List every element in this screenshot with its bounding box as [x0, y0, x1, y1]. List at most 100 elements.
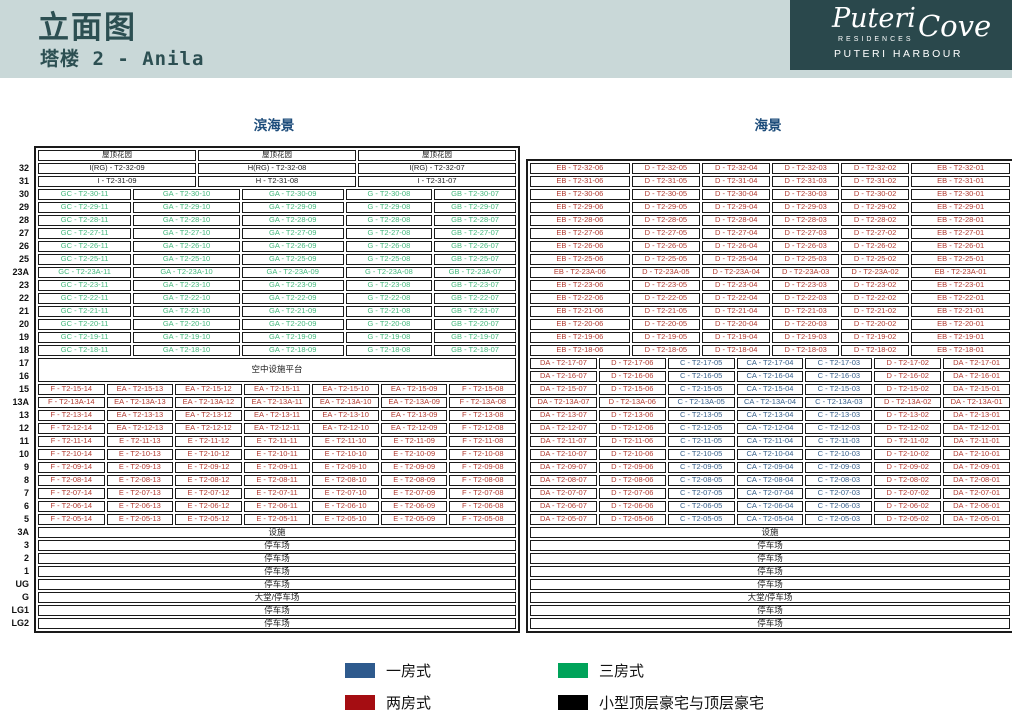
unit-cell: EB - T2-32-01 [911, 163, 1010, 174]
facility-cell: 停车场 [38, 579, 516, 590]
unit-cell: DA - T2-13-07 [530, 410, 597, 421]
unit-cell: EA - T2-13A-10 [312, 397, 379, 408]
unit-cell: D - T2-32-03 [772, 163, 839, 174]
unit-cell: D - T2-19-05 [631, 332, 701, 343]
table-row: 停车场 [38, 540, 516, 551]
unit-cell: F - T2-06-14 [38, 501, 105, 512]
unit-cell: CA - T2-15-04 [736, 384, 804, 395]
unit-cell: H - T2-31-08 [198, 176, 356, 187]
unit-cell: G - T2-21-08 [345, 306, 433, 317]
marina-view-title: 滨海景 [253, 118, 295, 133]
table-row: 停车场 [38, 579, 516, 590]
table-row: GC - T2-28-11 GA - T2-28-10 GA - T2-28-09 G… [38, 215, 516, 226]
table-row: 设施 [38, 527, 516, 538]
table-row: DA - T2-13A-07 D - T2-13A-06 C - T2-13A-05… [530, 397, 1011, 408]
unit-cell: C - T2-10-03 [805, 449, 873, 460]
unit-cell: CA - T2-13A-04 [736, 397, 804, 408]
unit-cell: GB - T2-28-07 [434, 215, 516, 226]
unit-cell: EA - T2-12-09 [380, 423, 448, 434]
unit-cell: D - T2-18-03 [772, 345, 839, 356]
unit-cell: EA - T2-12-13 [106, 423, 174, 434]
unit-cell: EB - T2-26-01 [911, 241, 1010, 252]
table-row: GC - T2-27-11 GA - T2-27-10 GA - T2-27-09 G… [38, 228, 516, 239]
unit-cell: EA - T2-13A-09 [380, 397, 448, 408]
unit-cell: E - T2-10-13 [106, 449, 174, 460]
table-row: GC - T2-22-11 GA - T2-22-10 GA - T2-22-09 G… [38, 293, 516, 304]
unit-cell: GA - T2-26-10 [133, 241, 240, 252]
unit-cell: GA - T2-25-09 [241, 254, 344, 265]
unit-cell: E - T2-10-11 [243, 449, 311, 460]
unit-cell: GC - T2-25-11 [38, 254, 132, 265]
unit-cell: D - T2-29-03 [772, 202, 839, 213]
floor-label-23: 23 [18, 280, 29, 290]
unit-cell: GA - T2-22-10 [133, 293, 240, 304]
unit-cell: EB - T2-23-06 [530, 280, 630, 291]
unit-cell: CA - T2-10-04 [736, 449, 804, 460]
unit-cell: C - T2-17-05 [667, 358, 735, 369]
unit-cell: E - T2-09-12 [175, 462, 242, 473]
table-row: F - T2-09-14 E - T2-09-13 E - T2-09-12 E - … [38, 462, 517, 473]
unit-cell: E - T2-11-09 [380, 436, 448, 447]
table-row: EB - T2-31-06 D - T2-31-05 D - T2-31-04 D -… [530, 176, 1010, 187]
floor-label-27: 27 [18, 228, 29, 238]
unit-cell: G - T2-30-08 [345, 189, 433, 200]
unit-cell: DA - T2-05-01 [943, 514, 1011, 525]
table-row: GC - T2-18-11 GA - T2-18-10 GA - T2-18-09 G… [38, 345, 516, 356]
unit-cell: E - T2-08-09 [380, 475, 448, 486]
marina-view-table: 屋顶花园 屋顶花园 屋顶花园 I(RG) - T2-32-09 H(RG) - T2-3… [34, 146, 520, 633]
unit-cell: EB - T2-22-01 [911, 293, 1010, 304]
unit-cell: D - T2-13A-02 [874, 397, 942, 408]
table-row: DA - T2-12-07 D - T2-12-06 C - T2-12-05 CA … [530, 423, 1011, 434]
table-row: DA - T2-09-07 D - T2-09-06 C - T2-09-05 CA … [530, 462, 1011, 473]
floor-label-13: 13 [18, 410, 29, 420]
unit-cell: E - T2-05-10 [312, 514, 379, 525]
unit-cell: CA - T2-09-04 [736, 462, 804, 473]
unit-cell: GC - T2-20-11 [38, 319, 132, 330]
unit-cell: E - T2-06-13 [106, 501, 174, 512]
table-row: EB - T2-18-06 D - T2-18-05 D - T2-18-04 D -… [530, 345, 1010, 356]
facility-cell: 空中设施平台 [38, 358, 516, 382]
unit-cell: D - T2-13-06 [598, 410, 666, 421]
legend-label: 小型顶层豪宅与顶层豪宅 [599, 696, 765, 712]
floor-label-32: 32 [18, 163, 29, 173]
unit-cell: C - T2-06-03 [805, 501, 873, 512]
facility-cell: 停车场 [530, 566, 1010, 577]
table-row: 大堂/停车场 [38, 592, 516, 603]
unit-cell: D - T2-28-02 [840, 215, 910, 226]
unit-cell: DA - T2-12-01 [943, 423, 1011, 434]
floor-label-11: 11 [19, 436, 29, 446]
unit-cell: GB - T2-18-07 [434, 345, 516, 356]
unit-cell: F - T2-13-14 [38, 410, 105, 421]
unit-cell: GA - T2-30-10 [133, 189, 240, 200]
unit-cell: D - T2-26-02 [840, 241, 910, 252]
unit-cell: F - T2-15-08 [449, 384, 517, 395]
table-row: GC - T2-26-11 GA - T2-26-10 GA - T2-26-09 G… [38, 241, 516, 252]
unit-cell: EA - T2-15-12 [175, 384, 242, 395]
unit-cell: EB - T2-28-01 [911, 215, 1010, 226]
unit-cell: D - T2-26-04 [702, 241, 771, 252]
floor-label-12: 12 [18, 423, 29, 433]
facility-cell: 停车场 [530, 579, 1010, 590]
unit-cell: I(RG) - T2-32-09 [38, 163, 196, 174]
unit-cell: EA - T2-12-11 [243, 423, 311, 434]
unit-cell: GA - T2-25-10 [133, 254, 240, 265]
unit-cell: C - T2-07-03 [805, 488, 873, 499]
unit-cell: GA - T2-23A-09 [241, 267, 344, 278]
floor-label-17: 17 [18, 358, 29, 368]
table-row: 停车场 [530, 566, 1010, 577]
unit-cell: GB - T2-30-07 [434, 189, 516, 200]
unit-cell: F - T2-07-14 [38, 488, 105, 499]
unit-cell: GA - T2-20-09 [241, 319, 344, 330]
unit-cell: C - T2-13-05 [667, 410, 735, 421]
puteri-cove-logo: PuteriCove RESIDENCES PUTERI HARBOUR [790, 0, 1012, 70]
table-row: 设施 [530, 527, 1010, 538]
unit-cell: 屋顶花园 [38, 150, 196, 161]
unit-cell: F - T2-09-14 [38, 462, 105, 473]
facility-cell: 停车场 [530, 540, 1010, 551]
unit-cell: D - T2-21-05 [631, 306, 701, 317]
unit-cell: C - T2-12-05 [667, 423, 735, 434]
unit-cell: CA - T2-13-04 [736, 410, 804, 421]
unit-cell: EB - T2-31-01 [911, 176, 1010, 187]
unit-cell: EB - T2-27-06 [530, 228, 630, 239]
unit-cell: GA - T2-28-09 [241, 215, 344, 226]
